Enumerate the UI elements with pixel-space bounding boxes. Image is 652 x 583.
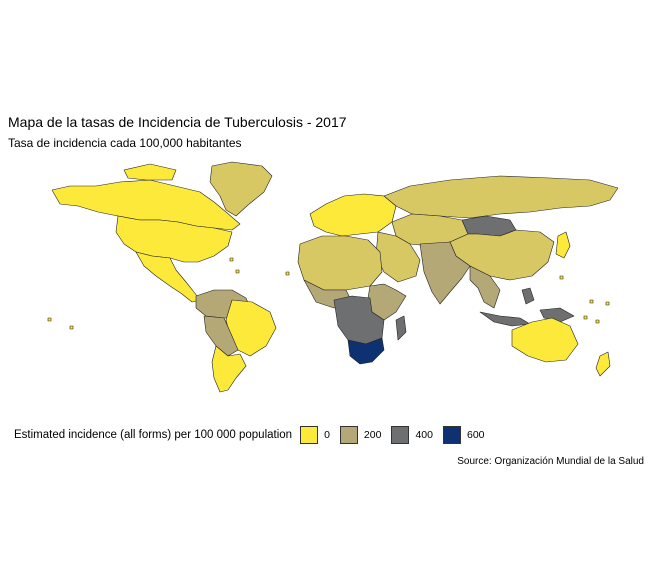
region-greenland [209, 161, 273, 217]
map-title: Mapa de la tasas de Incidencia de Tuberc… [8, 114, 347, 130]
small-islands [47, 257, 610, 330]
region-australia [511, 317, 579, 363]
legend-label-0: 0 [324, 429, 330, 441]
region-central-africa [333, 295, 385, 345]
legend-label-2: 400 [415, 429, 433, 441]
region-southern-cone [211, 345, 247, 393]
legend-item-2: 400 [391, 426, 433, 444]
source-note: Source: Organización Mundial de la Salud [457, 456, 644, 467]
map-subtitle: Tasa de incidencia cada 100,000 habitant… [8, 136, 242, 150]
region-southern-africa [347, 337, 385, 365]
region-southeast-asia [469, 265, 501, 309]
region-madagascar [395, 315, 407, 341]
region-indonesia [479, 311, 531, 327]
region-peru-bolivia [203, 315, 239, 357]
region-new-zealand [595, 351, 611, 377]
legend-swatch-1 [339, 426, 358, 444]
legend-title: Estimated incidence (all forms) per 100 … [14, 429, 293, 441]
legend: Estimated incidence (all forms) per 100 … [14, 424, 495, 446]
region-north-africa [297, 235, 383, 291]
legend-swatch-0 [300, 426, 319, 444]
region-russia [383, 175, 619, 219]
region-canada [51, 179, 241, 231]
region-south-asia [419, 241, 471, 305]
legend-item-3: 600 [442, 426, 485, 444]
region-arctic-islands [123, 163, 177, 181]
legend-swatch-3 [442, 426, 461, 444]
legend-label-1: 200 [363, 429, 382, 441]
region-philippines [521, 287, 535, 305]
region-europe [309, 193, 397, 237]
legend-swatch-2 [391, 426, 410, 444]
legend-item-1: 200 [339, 426, 382, 444]
region-japan [555, 231, 571, 259]
legend-item-0: 0 [300, 426, 330, 444]
region-usa [115, 215, 233, 263]
legend-label-3: 600 [466, 429, 485, 441]
